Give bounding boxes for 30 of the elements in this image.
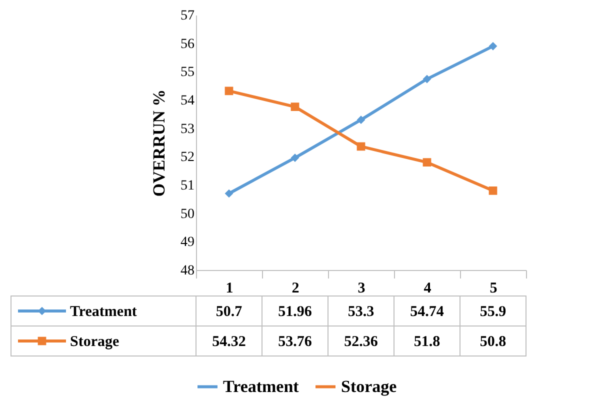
x-tick-label: 4	[424, 280, 432, 296]
data-label: 50.7	[216, 304, 243, 320]
legend-label: Treatment	[70, 304, 137, 320]
text: Treatment	[223, 376, 299, 396]
y-tick-label: 57	[180, 8, 194, 24]
data-label: 51.8	[414, 334, 440, 350]
data-label: 50.8	[480, 334, 506, 350]
legend-label: Storage	[70, 334, 120, 350]
data-label: 53.3	[348, 304, 374, 320]
data-label: 53.76	[278, 334, 312, 350]
x-tick-label: 3	[358, 280, 366, 296]
y-axis-title: OVERRUN %	[150, 89, 168, 197]
data-label: 51.96	[278, 304, 312, 320]
text: Storage	[341, 376, 397, 396]
data-label: 54.32	[212, 334, 246, 350]
y-tick-label: 51	[180, 178, 194, 194]
data-label: 52.36	[344, 334, 378, 350]
y-tick-label: 50	[180, 206, 194, 222]
data-label: 55.9	[480, 304, 506, 320]
y-tick-label: 53	[180, 122, 194, 137]
x-tick-label: 1	[226, 280, 234, 296]
y-tick-label: 48	[180, 264, 194, 278]
y-tick-label: 49	[180, 235, 194, 250]
x-tick-label: 2	[292, 280, 300, 296]
y-tick-label: 55	[180, 65, 194, 80]
y-tick-label: 54	[180, 94, 194, 108]
x-tick-label: 5	[490, 280, 498, 296]
y-tick-label: 52	[180, 150, 194, 166]
data-label: 54.74	[410, 304, 444, 320]
y-tick-label: 56	[180, 36, 194, 52]
